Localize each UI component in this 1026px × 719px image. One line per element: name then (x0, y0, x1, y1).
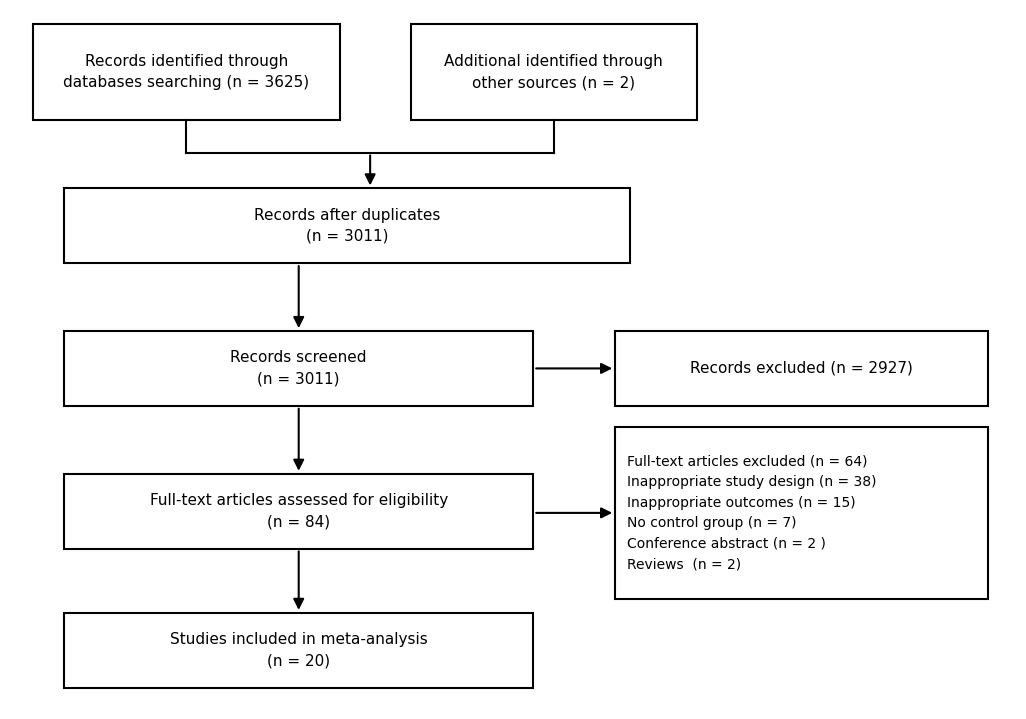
Text: Studies included in meta-analysis
(n = 20): Studies included in meta-analysis (n = 2… (170, 632, 428, 668)
FancyBboxPatch shape (64, 613, 534, 687)
FancyBboxPatch shape (411, 24, 697, 121)
Text: Records identified through
databases searching (n = 3625): Records identified through databases sea… (64, 55, 310, 91)
Text: Full-text articles excluded (n = 64)
Inappropriate study design (n = 38)
Inappro: Full-text articles excluded (n = 64) Ina… (627, 454, 877, 572)
Text: Additional identified through
other sources (n = 2): Additional identified through other sour… (444, 55, 663, 91)
FancyBboxPatch shape (615, 427, 987, 598)
FancyBboxPatch shape (64, 331, 534, 406)
FancyBboxPatch shape (64, 474, 534, 549)
Text: Records screened
(n = 3011): Records screened (n = 3011) (231, 350, 367, 386)
FancyBboxPatch shape (34, 24, 340, 121)
Text: Full-text articles assessed for eligibility
(n = 84): Full-text articles assessed for eligibil… (150, 493, 447, 529)
FancyBboxPatch shape (64, 188, 630, 263)
FancyBboxPatch shape (615, 331, 987, 406)
Text: Records after duplicates
(n = 3011): Records after duplicates (n = 3011) (254, 208, 440, 244)
Text: Records excluded (n = 2927): Records excluded (n = 2927) (689, 361, 913, 376)
